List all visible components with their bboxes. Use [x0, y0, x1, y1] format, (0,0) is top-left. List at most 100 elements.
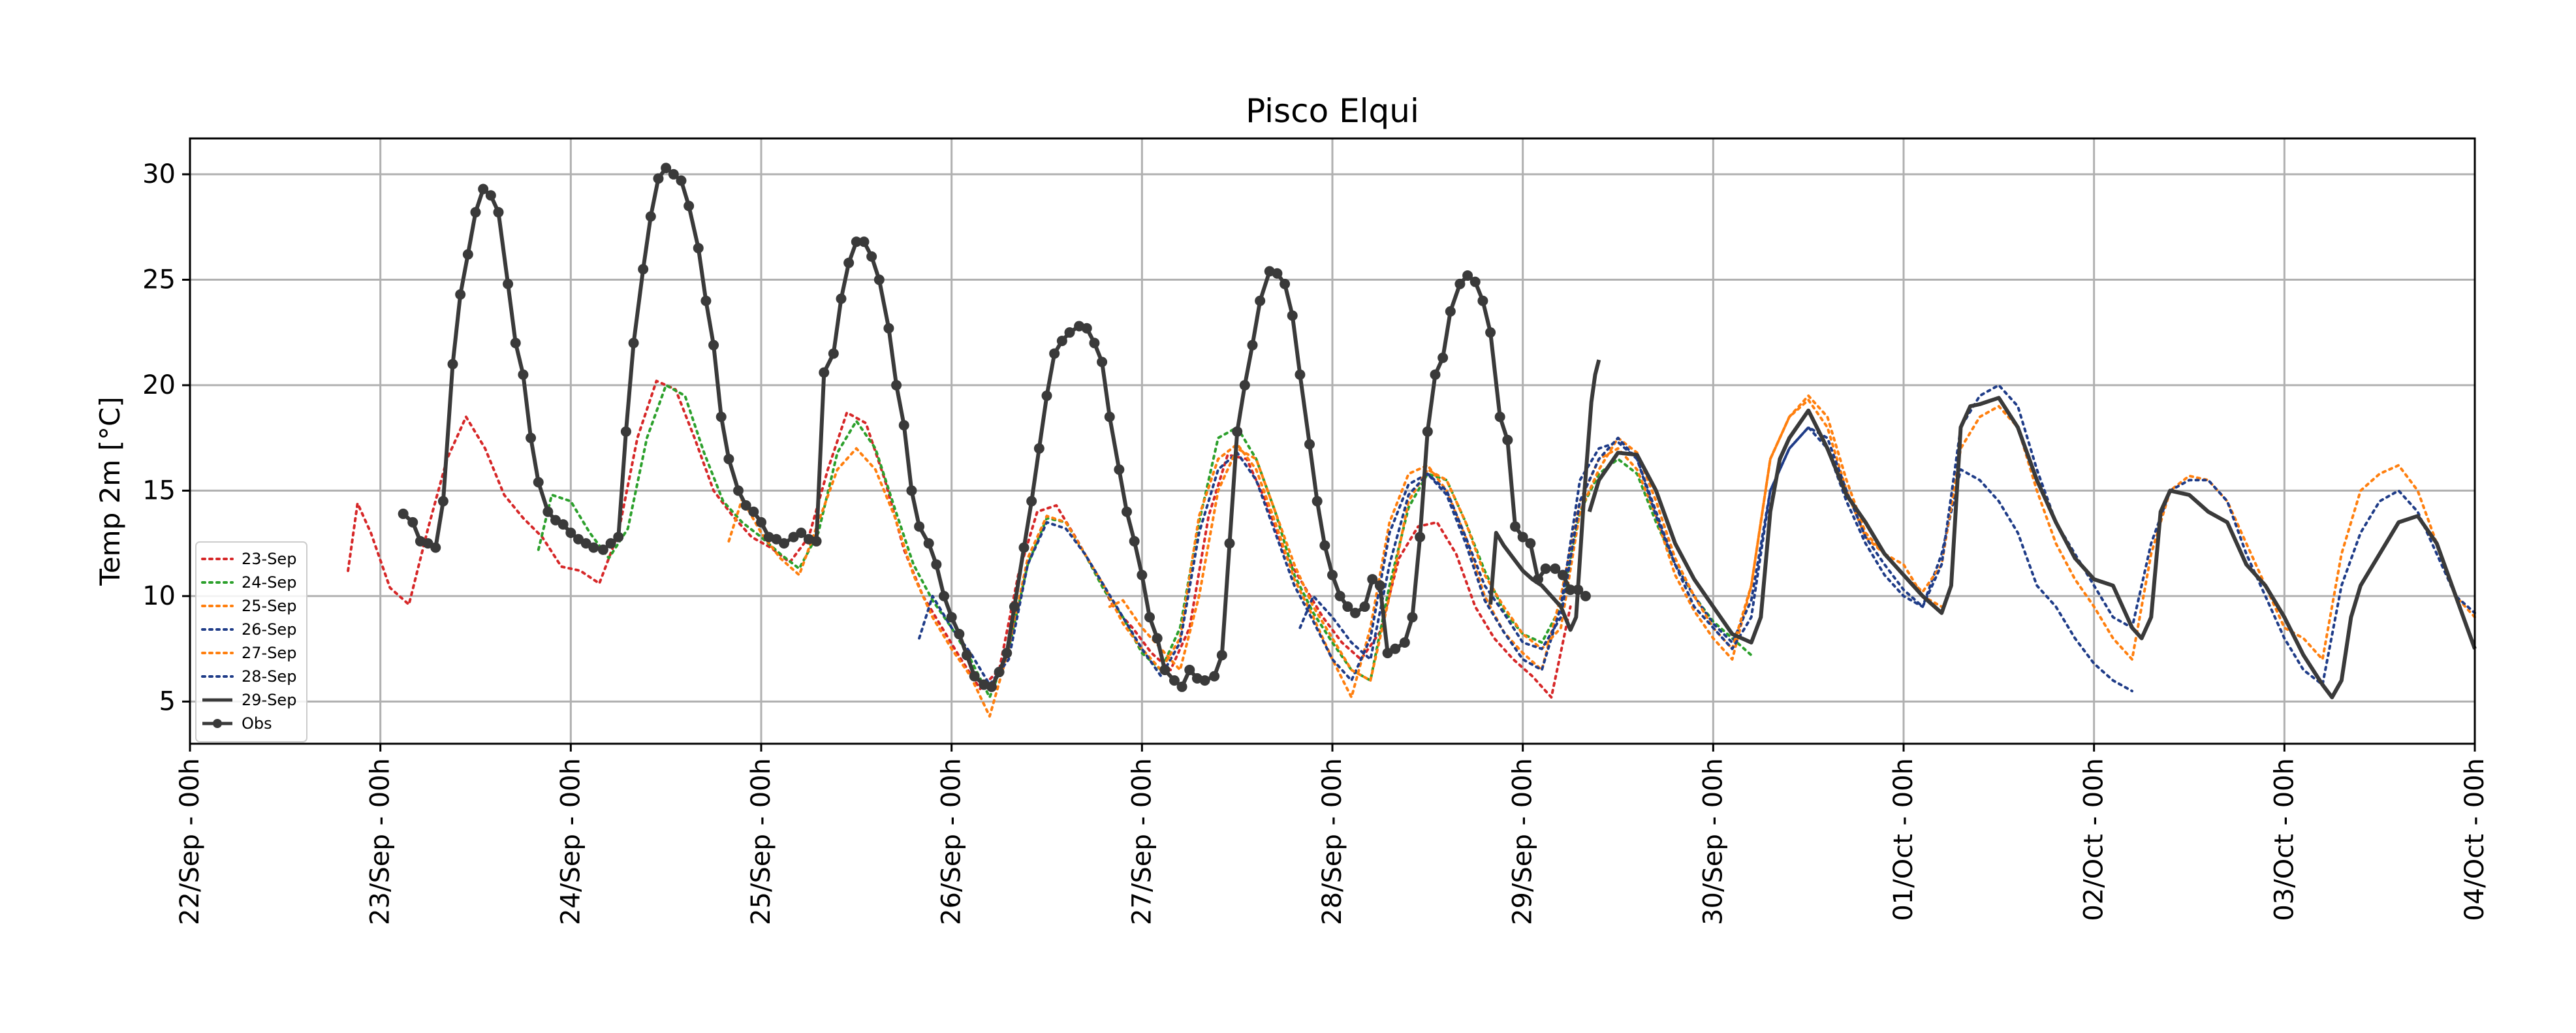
obs-marker	[645, 211, 656, 222]
obs-marker	[493, 207, 504, 218]
obs-marker	[828, 348, 839, 359]
obs-marker	[1001, 648, 1013, 659]
obs-marker	[1540, 563, 1551, 574]
obs-marker	[708, 340, 719, 351]
obs-marker	[1199, 675, 1210, 686]
obs-marker	[693, 242, 704, 253]
obs-marker	[1122, 506, 1132, 517]
obs-marker	[715, 411, 727, 422]
obs-marker	[1280, 278, 1291, 289]
obs-marker	[462, 249, 473, 260]
obs-marker	[676, 175, 687, 186]
obs-marker	[1565, 584, 1576, 596]
obs-marker	[756, 516, 766, 528]
obs-marker	[613, 532, 624, 543]
obs-marker	[620, 426, 631, 437]
obs-marker	[1064, 327, 1075, 338]
obs-marker	[407, 516, 418, 528]
y-tick-label: 20	[142, 370, 176, 400]
obs-marker	[1137, 569, 1148, 580]
obs-marker	[1430, 369, 1441, 380]
obs-marker	[653, 173, 664, 184]
obs-marker	[898, 420, 909, 431]
obs-marker	[580, 538, 591, 549]
obs-marker	[779, 538, 789, 549]
obs-marker	[1390, 643, 1401, 654]
obs-marker	[1557, 569, 1568, 580]
legend-label: Obs	[242, 714, 272, 733]
obs-marker	[962, 650, 972, 661]
obs-marker	[1485, 327, 1496, 338]
obs-marker	[485, 190, 496, 201]
y-tick-label: 15	[142, 475, 176, 505]
obs-marker	[1209, 671, 1220, 682]
obs-marker	[954, 629, 965, 640]
grid-layer	[189, 138, 2476, 744]
legend-box	[195, 541, 307, 742]
obs-marker	[1216, 650, 1227, 661]
obs-marker	[1550, 563, 1561, 574]
obs-marker	[1462, 270, 1473, 281]
obs-marker	[1224, 538, 1235, 549]
series-layer	[347, 163, 2477, 718]
obs-marker	[1580, 590, 1591, 601]
obs-marker	[455, 289, 466, 300]
legend-label: 27-Sep	[242, 644, 296, 662]
x-tick-label: 30/Sep - 00h	[1698, 758, 1728, 925]
obs-marker	[914, 521, 925, 532]
obs-marker	[866, 251, 877, 262]
obs-marker	[796, 528, 807, 539]
obs-marker	[503, 278, 514, 289]
obs-marker	[873, 274, 885, 285]
tick-layer: 22/Sep - 00h 23/Sep - 00h 24/Sep - 00h 25/S…	[142, 159, 2490, 925]
obs-marker	[1247, 340, 1258, 351]
obs-marker	[1104, 411, 1115, 422]
obs-marker	[1255, 295, 1266, 306]
y-tick-label: 30	[142, 159, 176, 189]
series-line-24-sep	[537, 383, 1753, 699]
obs-marker	[1239, 379, 1250, 390]
obs-marker	[1494, 411, 1505, 422]
obs-marker	[1081, 323, 1092, 334]
series-line-27-sep	[1108, 398, 2476, 682]
obs-marker	[1342, 601, 1353, 612]
obs-marker	[1445, 306, 1456, 317]
obs-marker	[1312, 496, 1323, 507]
obs-marker	[740, 500, 751, 511]
obs-marker	[470, 207, 481, 218]
series-line-25-sep	[727, 394, 1943, 718]
obs-marker	[771, 533, 782, 545]
obs-marker	[906, 485, 917, 496]
obs-marker	[1176, 681, 1187, 692]
obs-marker	[478, 183, 489, 195]
obs-marker	[858, 236, 870, 247]
obs-marker	[1359, 601, 1370, 612]
obs-marker	[558, 519, 569, 530]
obs-marker	[1009, 601, 1020, 612]
obs-marker	[550, 515, 561, 526]
x-tick-label: 29/Sep - 00h	[1508, 758, 1538, 925]
obs-marker	[1097, 357, 1108, 368]
obs-marker	[1415, 532, 1426, 543]
obs-marker	[1399, 637, 1410, 648]
obs-marker	[526, 432, 537, 443]
x-tick-label: 23/Sep - 00h	[366, 758, 396, 925]
legend-label: 23-Sep	[242, 550, 296, 568]
obs-marker	[683, 200, 695, 212]
obs-marker	[542, 506, 554, 517]
obs-marker	[1367, 574, 1378, 585]
obs-marker	[422, 538, 433, 549]
obs-marker	[661, 163, 672, 174]
obs-marker	[1041, 390, 1052, 402]
obs-marker	[1517, 532, 1528, 543]
y-axis-label: Temp 2m [°C]	[94, 396, 126, 586]
obs-marker	[1033, 443, 1045, 454]
obs-marker	[1049, 348, 1060, 359]
obs-marker	[1525, 538, 1536, 549]
obs-marker	[447, 358, 458, 370]
obs-marker	[1437, 352, 1449, 363]
x-tick-label: 02/Oct - 00h	[2079, 758, 2109, 921]
obs-marker	[1327, 569, 1338, 580]
obs-marker	[1477, 295, 1488, 306]
